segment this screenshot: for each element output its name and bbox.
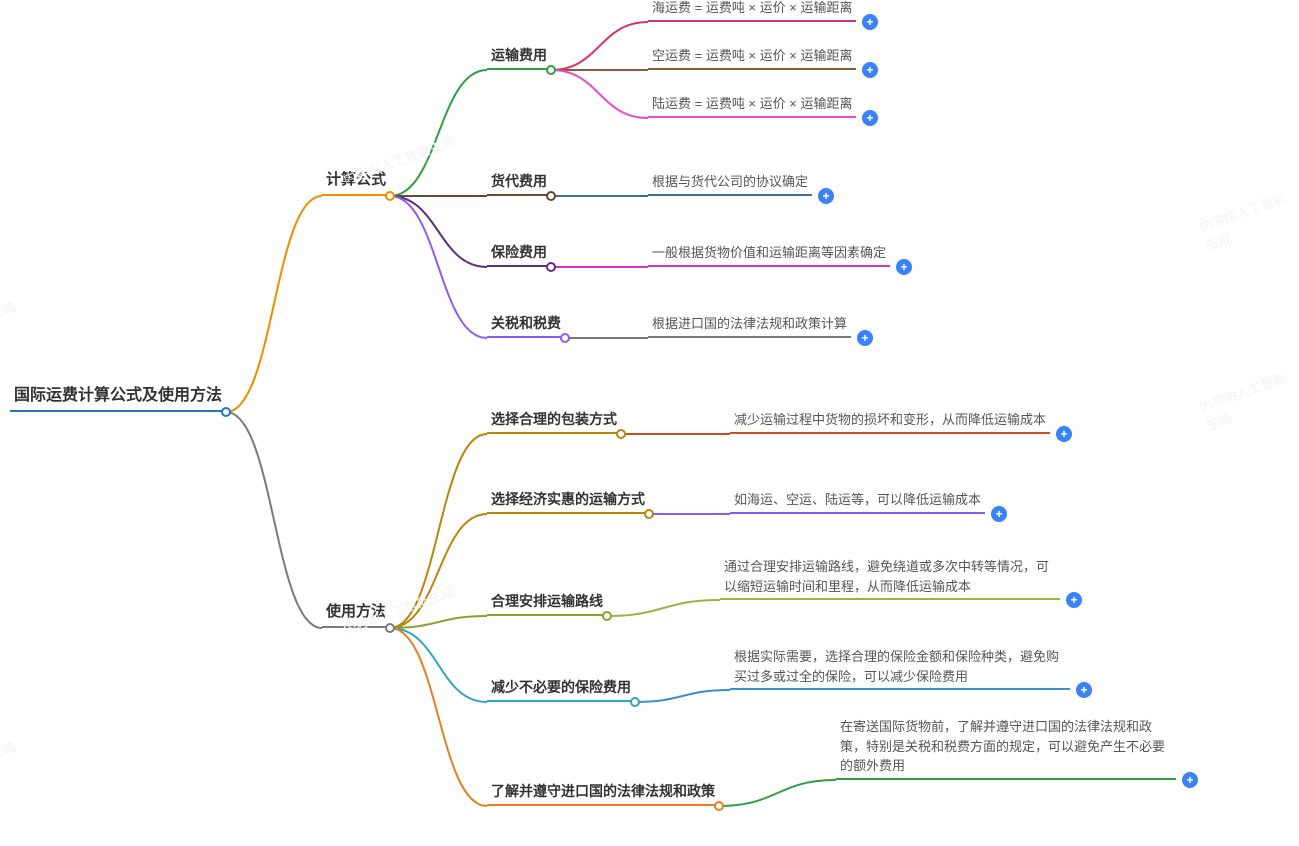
edge-redIns-redInsL	[635, 690, 730, 702]
edge-calc-insur	[390, 196, 487, 267]
mindmap-node-trans[interactable]: 运输费用	[487, 43, 551, 70]
edge-calc-trans	[390, 70, 487, 196]
edge-trans-sea	[551, 22, 648, 70]
mindmap-node-calc[interactable]: 计算公式	[322, 167, 390, 196]
mindmap-node-land[interactable]: 陆运费 = 运费吨 × 运价 × 运输距离	[648, 92, 856, 118]
mindmap-node-redInsL[interactable]: 根据实际需要，选择合理的保险金额和保险种类，避免购买过多或过全的保险，可以减少保…	[730, 645, 1070, 690]
mindmap-node-agentL[interactable]: 根据与货代公司的协议确定	[648, 170, 812, 196]
expand-button-land[interactable]: +	[862, 110, 878, 126]
mindmap-node-root[interactable]: 国际运费计算公式及使用方法	[10, 382, 226, 412]
branch-dot-calc	[385, 191, 395, 201]
edge-calc-tax	[390, 196, 487, 338]
branch-dot-tax	[560, 333, 570, 343]
edge-law-lawL	[719, 780, 836, 806]
expand-button-econL[interactable]: +	[991, 506, 1007, 522]
expand-button-lawL[interactable]: +	[1182, 772, 1198, 788]
expand-button-agentL[interactable]: +	[818, 188, 834, 204]
mindmap-node-air[interactable]: 空运费 = 运费吨 × 运价 × 运输距离	[648, 44, 856, 70]
branch-dot-pack	[616, 429, 626, 439]
branch-dot-root	[221, 407, 231, 417]
watermark: 生成	[0, 296, 18, 323]
branch-dot-redIns	[630, 697, 640, 707]
branch-dot-trans	[546, 65, 556, 75]
edge-usage-econ	[390, 514, 487, 628]
branch-dot-agent	[546, 191, 556, 201]
branch-dot-econ	[644, 509, 654, 519]
watermark: 内容由人工智能生成	[1196, 184, 1299, 254]
mindmap-node-usage[interactable]: 使用方法	[322, 599, 390, 628]
mindmap-node-tax[interactable]: 关税和税费	[487, 311, 565, 338]
edge-usage-law	[390, 628, 487, 806]
mindmap-node-packL[interactable]: 减少运输过程中货物的损坏和变形，从而降低运输成本	[730, 408, 1050, 434]
edge-usage-pack	[390, 434, 487, 628]
mindmap-node-pack[interactable]: 选择合理的包装方式	[487, 407, 621, 434]
edge-usage-route	[390, 616, 487, 628]
watermark: 内容由人工智能生成	[1196, 364, 1299, 434]
mindmap-node-route[interactable]: 合理安排运输路线	[487, 589, 607, 616]
expand-button-sea[interactable]: +	[862, 14, 878, 30]
expand-button-insurL[interactable]: +	[896, 259, 912, 275]
branch-dot-insur	[546, 262, 556, 272]
mindmap-node-taxL[interactable]: 根据进口国的法律法规和政策计算	[648, 312, 851, 338]
edge-route-routeL	[607, 600, 720, 616]
edge-usage-redIns	[390, 628, 487, 702]
mindmap-node-law[interactable]: 了解并遵守进口国的法律法规和政策	[487, 779, 719, 806]
mindmap-node-routeL[interactable]: 通过合理安排运输路线，避免绕道或多次中转等情况，可以缩短运输时间和里程，从而降低…	[720, 555, 1060, 600]
expand-button-taxL[interactable]: +	[857, 330, 873, 346]
branch-dot-law	[714, 801, 724, 811]
expand-button-packL[interactable]: +	[1056, 426, 1072, 442]
mindmap-node-sea[interactable]: 海运费 = 运费吨 × 运价 × 运输距离	[648, 0, 856, 22]
mindmap-node-econ[interactable]: 选择经济实惠的运输方式	[487, 487, 649, 514]
watermark: 生成	[0, 736, 18, 763]
edge-root-usage	[226, 412, 322, 628]
expand-button-routeL[interactable]: +	[1066, 592, 1082, 608]
branch-dot-usage	[385, 623, 395, 633]
mindmap-node-econL[interactable]: 如海运、空运、陆运等，可以降低运输成本	[730, 488, 985, 514]
mindmap-node-agent[interactable]: 货代费用	[487, 169, 551, 196]
mindmap-node-lawL[interactable]: 在寄送国际货物前，了解并遵守进口国的法律法规和政策，特别是关税和税费方面的规定，…	[836, 715, 1176, 780]
expand-button-air[interactable]: +	[862, 62, 878, 78]
mindmap-node-insur[interactable]: 保险费用	[487, 240, 551, 267]
edge-trans-land	[551, 70, 648, 118]
mindmap-node-insurL[interactable]: 一般根据货物价值和运输距离等因素确定	[648, 241, 890, 267]
branch-dot-route	[602, 611, 612, 621]
mindmap-node-redIns[interactable]: 减少不必要的保险费用	[487, 675, 635, 702]
expand-button-redInsL[interactable]: +	[1076, 682, 1092, 698]
edge-root-calc	[226, 196, 322, 412]
